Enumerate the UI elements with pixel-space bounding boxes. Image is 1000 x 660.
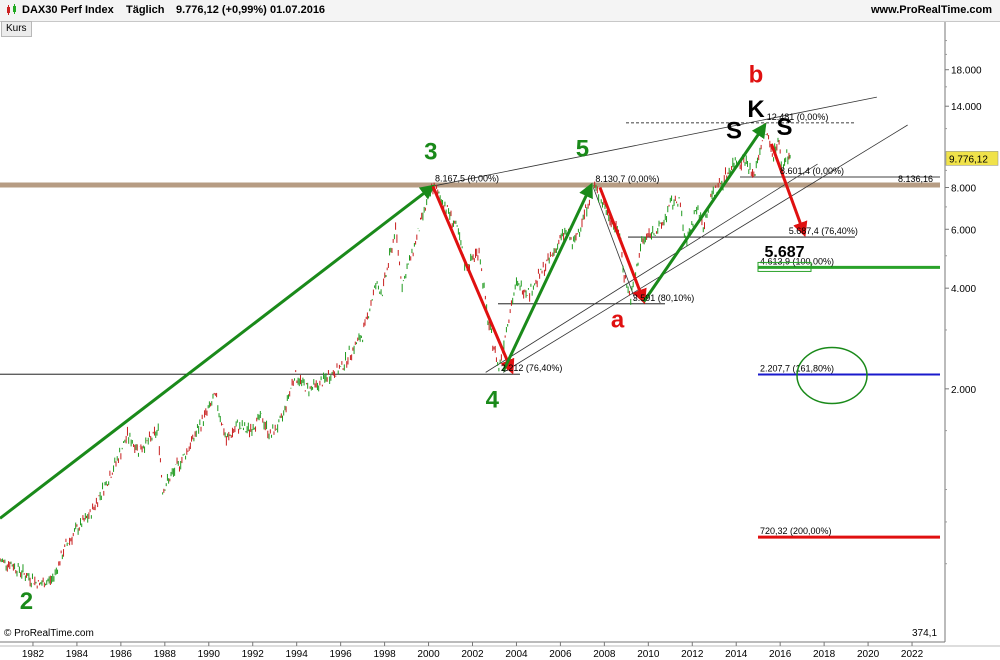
- x-tick-label: 2012: [681, 649, 704, 660]
- x-tick-label: 1998: [373, 649, 396, 660]
- connector-line: [592, 187, 636, 300]
- wave-arrow: [598, 186, 647, 305]
- x-tick-label: 1996: [330, 649, 353, 660]
- wave-arrow: [0, 184, 436, 520]
- target-circle: [796, 346, 868, 405]
- horizontal-level-label: 720,32 (200,00%): [760, 526, 832, 536]
- y-tick-label: 2.000: [951, 385, 976, 396]
- fib-label: 8.130,7 (0,00%): [595, 174, 659, 184]
- wave-label: 2: [20, 588, 33, 615]
- y-tick-label: 4.000: [951, 284, 976, 295]
- y-tick-label: 14.000: [951, 102, 982, 113]
- channel-line: [503, 124, 908, 373]
- fib-label: 3.591 (80,10%): [633, 293, 695, 303]
- axes-layer: 1982 1984 1986 1988 1990 1992 1994 1996 1998 2000…: [0, 22, 1000, 660]
- y-tick-label: 8.000: [951, 183, 976, 194]
- wave-arrow: [642, 122, 767, 303]
- x-tick-label: 2004: [505, 649, 528, 660]
- chart-header: DAX30 Perf Index Täglich 9.776,12 (+0,99…: [0, 0, 1000, 22]
- x-tick-label: 1988: [154, 649, 177, 660]
- fib-label: 8.601,4 (0,00%): [780, 166, 844, 176]
- fib-label: 12.481 (0,00%): [767, 112, 829, 122]
- x-tick-label: 1984: [66, 649, 89, 660]
- y-tick-label: 6.000: [951, 225, 976, 236]
- channel-line: [485, 163, 818, 373]
- horizontal-level-label: 2.207,7 (161,80%): [760, 363, 834, 373]
- price-tab[interactable]: Kurs: [1, 21, 32, 37]
- current-price-box: [945, 151, 999, 166]
- price-series-layer: [0, 123, 791, 589]
- channel-layer: [435, 96, 908, 373]
- fib-label: 2.212 (76,40%): [501, 363, 563, 373]
- target-value-label: 5.687: [765, 244, 805, 261]
- site-url[interactable]: www.ProRealTime.com: [870, 4, 992, 16]
- x-tick-label: 2010: [637, 649, 660, 660]
- wave-label: 3: [424, 139, 437, 166]
- levels-layer: 8.136,16 2.207,7 (161,80%) 4.613,9 (100,00…: [0, 122, 940, 539]
- current-price-label: 9.776,12: [949, 154, 988, 165]
- instrument-name: DAX30 Perf Index: [22, 4, 114, 16]
- wave-label: K: [747, 96, 765, 123]
- x-tick-label: 2000: [417, 649, 440, 660]
- fib-label: 8.167,5 (0,00%): [435, 173, 499, 183]
- wave-label: 5: [576, 136, 589, 163]
- wave-arrow: [769, 143, 808, 238]
- horizontal-level-label: 4.613,9 (100,00%): [760, 256, 834, 266]
- period-label: Täglich: [126, 4, 165, 16]
- x-tick-label: 2020: [857, 649, 880, 660]
- x-tick-label: 2016: [769, 649, 792, 660]
- x-tick-label: 2014: [725, 649, 748, 660]
- y-tick-label: 18.000: [951, 66, 982, 77]
- axis-min-value: 374,1: [912, 628, 938, 639]
- wave-arrow: [431, 185, 515, 375]
- labels-layer: 8.167,5 (0,00%) 8.130,7 (0,00%) 2.212 (76,…: [20, 61, 858, 614]
- candle-icon: [6, 4, 16, 15]
- x-tick-label: 1982: [22, 649, 45, 660]
- x-tick-label: 1994: [286, 649, 309, 660]
- x-tick-label: 1990: [198, 649, 221, 660]
- horizontal-level-label: 8.136,16: [898, 174, 933, 184]
- fib-label: 5.687,4 (76,40%): [789, 226, 858, 236]
- last-price: 9.776,12 (+0,99%): [176, 4, 267, 16]
- wave-arrows-layer: [0, 122, 808, 520]
- wave-label: S: [777, 114, 793, 141]
- x-tick-label: 2022: [901, 649, 924, 660]
- x-tick-label: 2006: [549, 649, 572, 660]
- x-tick-label: 1992: [242, 649, 265, 660]
- price-date: 01.07.2016: [270, 4, 326, 16]
- x-tick-label: 2008: [593, 649, 616, 660]
- target-box: [757, 261, 812, 272]
- x-tick-label: 2018: [813, 649, 836, 660]
- wave-label: a: [611, 307, 625, 334]
- wave-label: b: [749, 61, 764, 88]
- wave-arrow: [501, 182, 593, 372]
- x-tick-label: 2002: [461, 649, 484, 660]
- x-tick-label: 1986: [110, 649, 133, 660]
- wave-label: 4: [486, 386, 500, 413]
- channel-line: [435, 96, 877, 187]
- copyright: © ProRealTime.com: [4, 628, 94, 639]
- wave-label: S: [726, 118, 742, 145]
